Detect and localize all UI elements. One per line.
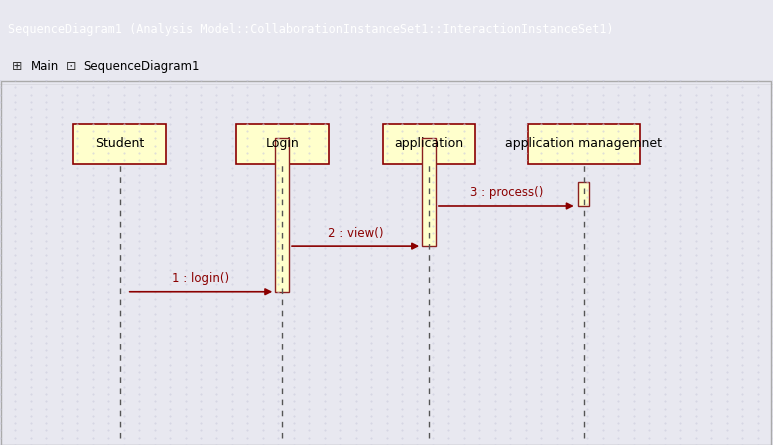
FancyBboxPatch shape xyxy=(527,124,640,164)
FancyBboxPatch shape xyxy=(73,124,166,164)
Text: SequenceDiagram1 (Analysis Model::CollaborationInstanceSet1::InteractionInstance: SequenceDiagram1 (Analysis Model::Collab… xyxy=(8,23,613,36)
Text: ⊞: ⊞ xyxy=(12,60,22,73)
Text: SequenceDiagram1: SequenceDiagram1 xyxy=(83,60,200,73)
FancyBboxPatch shape xyxy=(383,124,475,164)
Text: application: application xyxy=(394,138,464,150)
FancyBboxPatch shape xyxy=(578,182,589,206)
Text: 2 : view(): 2 : view() xyxy=(328,227,383,239)
FancyBboxPatch shape xyxy=(275,138,289,292)
Text: Student: Student xyxy=(95,138,145,150)
Text: ⊡: ⊡ xyxy=(66,60,77,73)
Text: 1 : login(): 1 : login() xyxy=(172,272,230,285)
FancyBboxPatch shape xyxy=(236,124,329,164)
Text: 3 : process(): 3 : process() xyxy=(470,186,543,199)
Text: application managemnet: application managemnet xyxy=(505,138,662,150)
Text: Login: Login xyxy=(265,138,299,150)
Text: Main: Main xyxy=(31,60,60,73)
FancyBboxPatch shape xyxy=(422,138,436,246)
